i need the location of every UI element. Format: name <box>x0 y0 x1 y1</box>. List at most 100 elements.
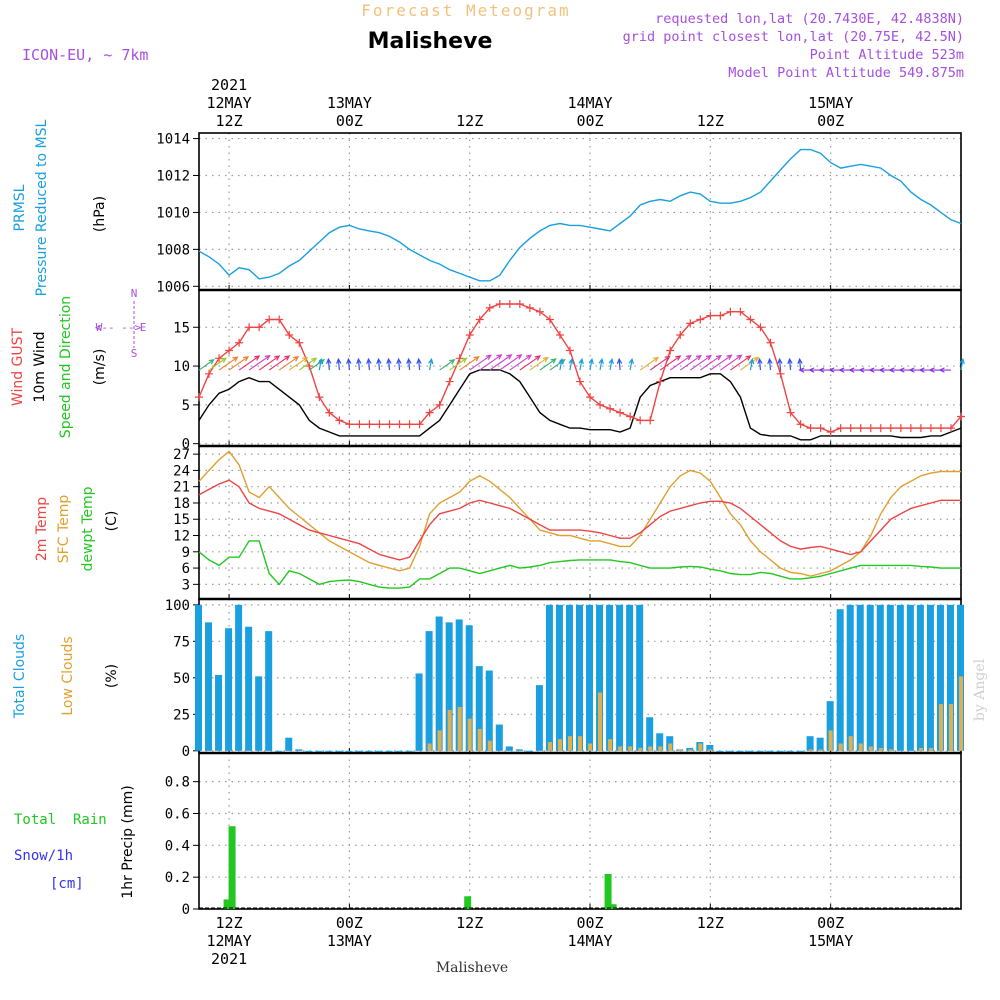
total-cloud-bar <box>465 625 473 751</box>
gust-marker <box>856 424 865 433</box>
wind-ytick-label: 0 <box>182 437 190 453</box>
time-label-top: 13MAY <box>327 94 372 112</box>
low-cloud-bar <box>457 707 462 751</box>
wind-direction-arrow <box>238 355 261 371</box>
gust-marker <box>445 377 454 386</box>
total-cloud-bar <box>515 749 523 751</box>
gust-marker <box>866 424 875 433</box>
total-cloud-bar <box>505 746 513 751</box>
time-label-bottom: 00Z <box>336 914 363 932</box>
wind-direction-arrow <box>428 357 434 371</box>
wind-direction-arrow <box>346 357 352 371</box>
low-cloud-bar <box>948 704 953 751</box>
wind-direction-arrow <box>298 357 318 371</box>
total-cloud-bar <box>576 604 583 751</box>
rain-bar <box>228 826 236 909</box>
total-cloud-bar <box>345 750 353 753</box>
wind-direction-arrow <box>406 357 412 371</box>
time-label-bottom: 2021 <box>211 950 247 968</box>
total-cloud-bar <box>235 604 243 751</box>
precip-label-snow: Snow/1h <box>14 848 73 864</box>
dewpt-line <box>198 540 961 589</box>
gust-marker <box>586 393 595 402</box>
total-cloud-bar <box>746 750 754 753</box>
gust-marker <box>766 338 775 347</box>
temp-ytick-label: 9 <box>182 545 190 561</box>
clouds-label-total: Total Clouds <box>12 634 28 719</box>
temp-label-sfc: SFC Temp <box>56 495 72 564</box>
total-cloud-bar <box>736 750 744 753</box>
low-cloud-bar <box>628 746 633 751</box>
wind-direction-arrow <box>938 367 951 373</box>
gust-marker <box>415 420 424 429</box>
pressure-unit: (hPa) <box>92 196 108 232</box>
wind-direction-arrow <box>459 356 480 371</box>
total-cloud-bar <box>606 604 614 751</box>
wind-ytick-label: 10 <box>173 359 190 375</box>
footer-location: Malisheve <box>436 960 508 976</box>
wind-direction-arrow <box>699 354 722 371</box>
total-cloud-bar <box>475 666 483 751</box>
watermark: by Angel <box>972 658 988 721</box>
time-label-bottom: 12Z <box>456 914 483 932</box>
total-cloud-bar <box>205 622 213 751</box>
location-title: Malisheve <box>368 29 493 54</box>
gust-marker <box>495 299 504 308</box>
low-cloud-bar <box>708 749 713 751</box>
gust-marker <box>606 404 615 413</box>
total-cloud-bar <box>355 750 363 753</box>
info-model-altitude: Model Point Altitude 549.875m <box>728 65 964 81</box>
total-cloud-bar <box>726 750 734 753</box>
total-cloud-bar <box>716 750 724 753</box>
gust-marker <box>946 424 955 433</box>
wind-direction-arrow <box>720 354 743 371</box>
time-label-bottom: 12Z <box>697 914 724 932</box>
wind-direction-arrow <box>730 355 752 371</box>
wind-direction-arrow <box>608 357 614 371</box>
gust-marker <box>275 315 284 324</box>
temp-ytick-label: 21 <box>173 480 190 496</box>
total-cloud-bar <box>886 604 894 751</box>
gust-marker <box>325 408 334 417</box>
gust-marker <box>816 424 825 433</box>
temp-ytick-label: 18 <box>173 496 190 512</box>
gust-marker <box>485 303 494 312</box>
wind-direction-arrow <box>208 357 227 371</box>
total-cloud-bar <box>816 737 824 751</box>
time-label-top: 2021 <box>211 76 247 94</box>
gust-marker <box>225 346 234 355</box>
gust-marker <box>656 377 665 386</box>
wind-direction-arrow <box>709 354 733 371</box>
total-cloud-bar <box>275 750 283 753</box>
temp-unit: (C) <box>104 511 120 532</box>
low-cloud-bar <box>598 692 603 751</box>
total-cloud-bar <box>385 750 393 753</box>
low-cloud-bar <box>828 730 833 751</box>
low-cloud-bar <box>638 747 643 751</box>
total-cloud-bar <box>415 673 423 751</box>
wind-direction-arrow <box>469 354 492 371</box>
compass-n: N <box>131 287 138 300</box>
low-cloud-bar <box>437 730 442 751</box>
precip-ytick-label: 0.6 <box>165 806 190 822</box>
time-label-bottom: 12MAY <box>207 932 252 950</box>
total-cloud-bar <box>756 750 764 753</box>
pressure-frame <box>198 132 962 291</box>
gust-marker <box>355 420 364 429</box>
wind-compass: W <-- --> E N S <box>95 287 146 360</box>
total-cloud-bar <box>616 604 624 751</box>
low-cloud-bar <box>618 746 623 751</box>
wind-side-labels: Wind GUST 10m Wind Speed and Direction (… <box>10 287 146 438</box>
gust-marker <box>295 338 304 347</box>
total-cloud-bar <box>656 733 664 751</box>
wind-label-gust: Wind GUST <box>10 327 26 406</box>
temp-ytick-label: 24 <box>173 463 190 479</box>
pressure-ytick-label: 1006 <box>156 279 190 295</box>
low-cloud-bar <box>959 676 963 751</box>
gust-marker <box>936 424 945 433</box>
wind-direction-arrow <box>509 354 532 371</box>
temp-ytick-label: 15 <box>173 512 190 528</box>
gust-marker <box>846 424 855 433</box>
gust-marker <box>215 354 224 363</box>
